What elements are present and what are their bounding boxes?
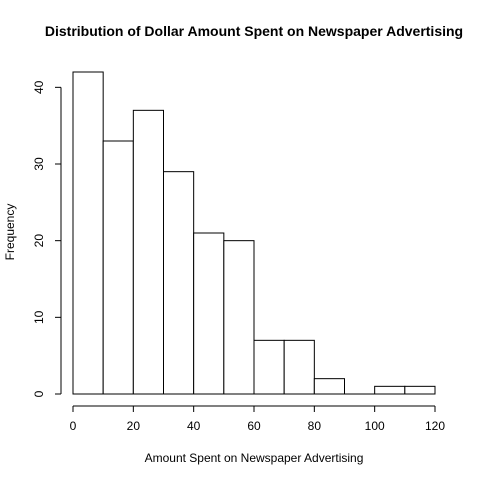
x-axis-label: Amount Spent on Newspaper Advertising bbox=[145, 451, 364, 465]
x-axis: 0 20 40 60 80 100 120 bbox=[70, 405, 445, 433]
y-tick-label: 0 bbox=[32, 390, 46, 397]
bars-group bbox=[72, 71, 436, 395]
histogram-bar-110-120 bbox=[404, 385, 436, 395]
histogram-bar-80-90 bbox=[313, 378, 346, 395]
y-axis: 0 10 20 30 40 bbox=[32, 80, 62, 397]
histogram-bar-0-10 bbox=[72, 71, 104, 395]
y-tick-label: 30 bbox=[32, 157, 46, 171]
x-tick-label: 0 bbox=[70, 419, 77, 433]
histogram-bar-60-70 bbox=[253, 339, 285, 395]
histogram-bar-100-110 bbox=[374, 385, 406, 395]
y-tick-label: 10 bbox=[32, 310, 46, 324]
y-tick-label: 20 bbox=[32, 234, 46, 248]
histogram-bar-30-40 bbox=[163, 171, 195, 395]
histogram-bar-10-20 bbox=[102, 140, 134, 395]
x-tick-label: 120 bbox=[425, 419, 445, 433]
x-tick-label: 80 bbox=[308, 419, 322, 433]
x-tick-label: 20 bbox=[127, 419, 141, 433]
histogram-bar-70-80 bbox=[283, 339, 315, 395]
histogram-bar-50-60 bbox=[223, 240, 255, 395]
y-axis-label: Frequency bbox=[3, 204, 17, 261]
x-tick-label: 40 bbox=[187, 419, 201, 433]
histogram-bar-40-50 bbox=[193, 232, 225, 395]
y-tick-label: 40 bbox=[32, 80, 46, 94]
chart-title: Distribution of Dollar Amount Spent on N… bbox=[45, 23, 463, 39]
histogram-bar-20-30 bbox=[132, 109, 164, 395]
x-tick-label: 60 bbox=[247, 419, 261, 433]
x-tick-label: 100 bbox=[365, 419, 385, 433]
